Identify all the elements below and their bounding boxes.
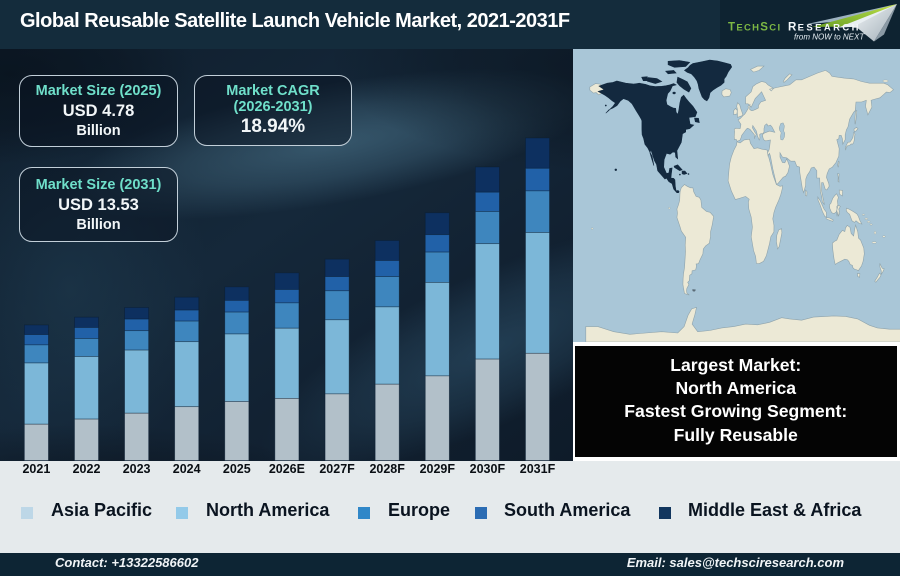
svg-text:TECHSCI: TECHSCI: [728, 22, 781, 34]
svg-text:from NOW to NEXT: from NOW to NEXT: [794, 33, 865, 42]
svg-text:RESEARCH: RESEARCH: [788, 22, 861, 34]
